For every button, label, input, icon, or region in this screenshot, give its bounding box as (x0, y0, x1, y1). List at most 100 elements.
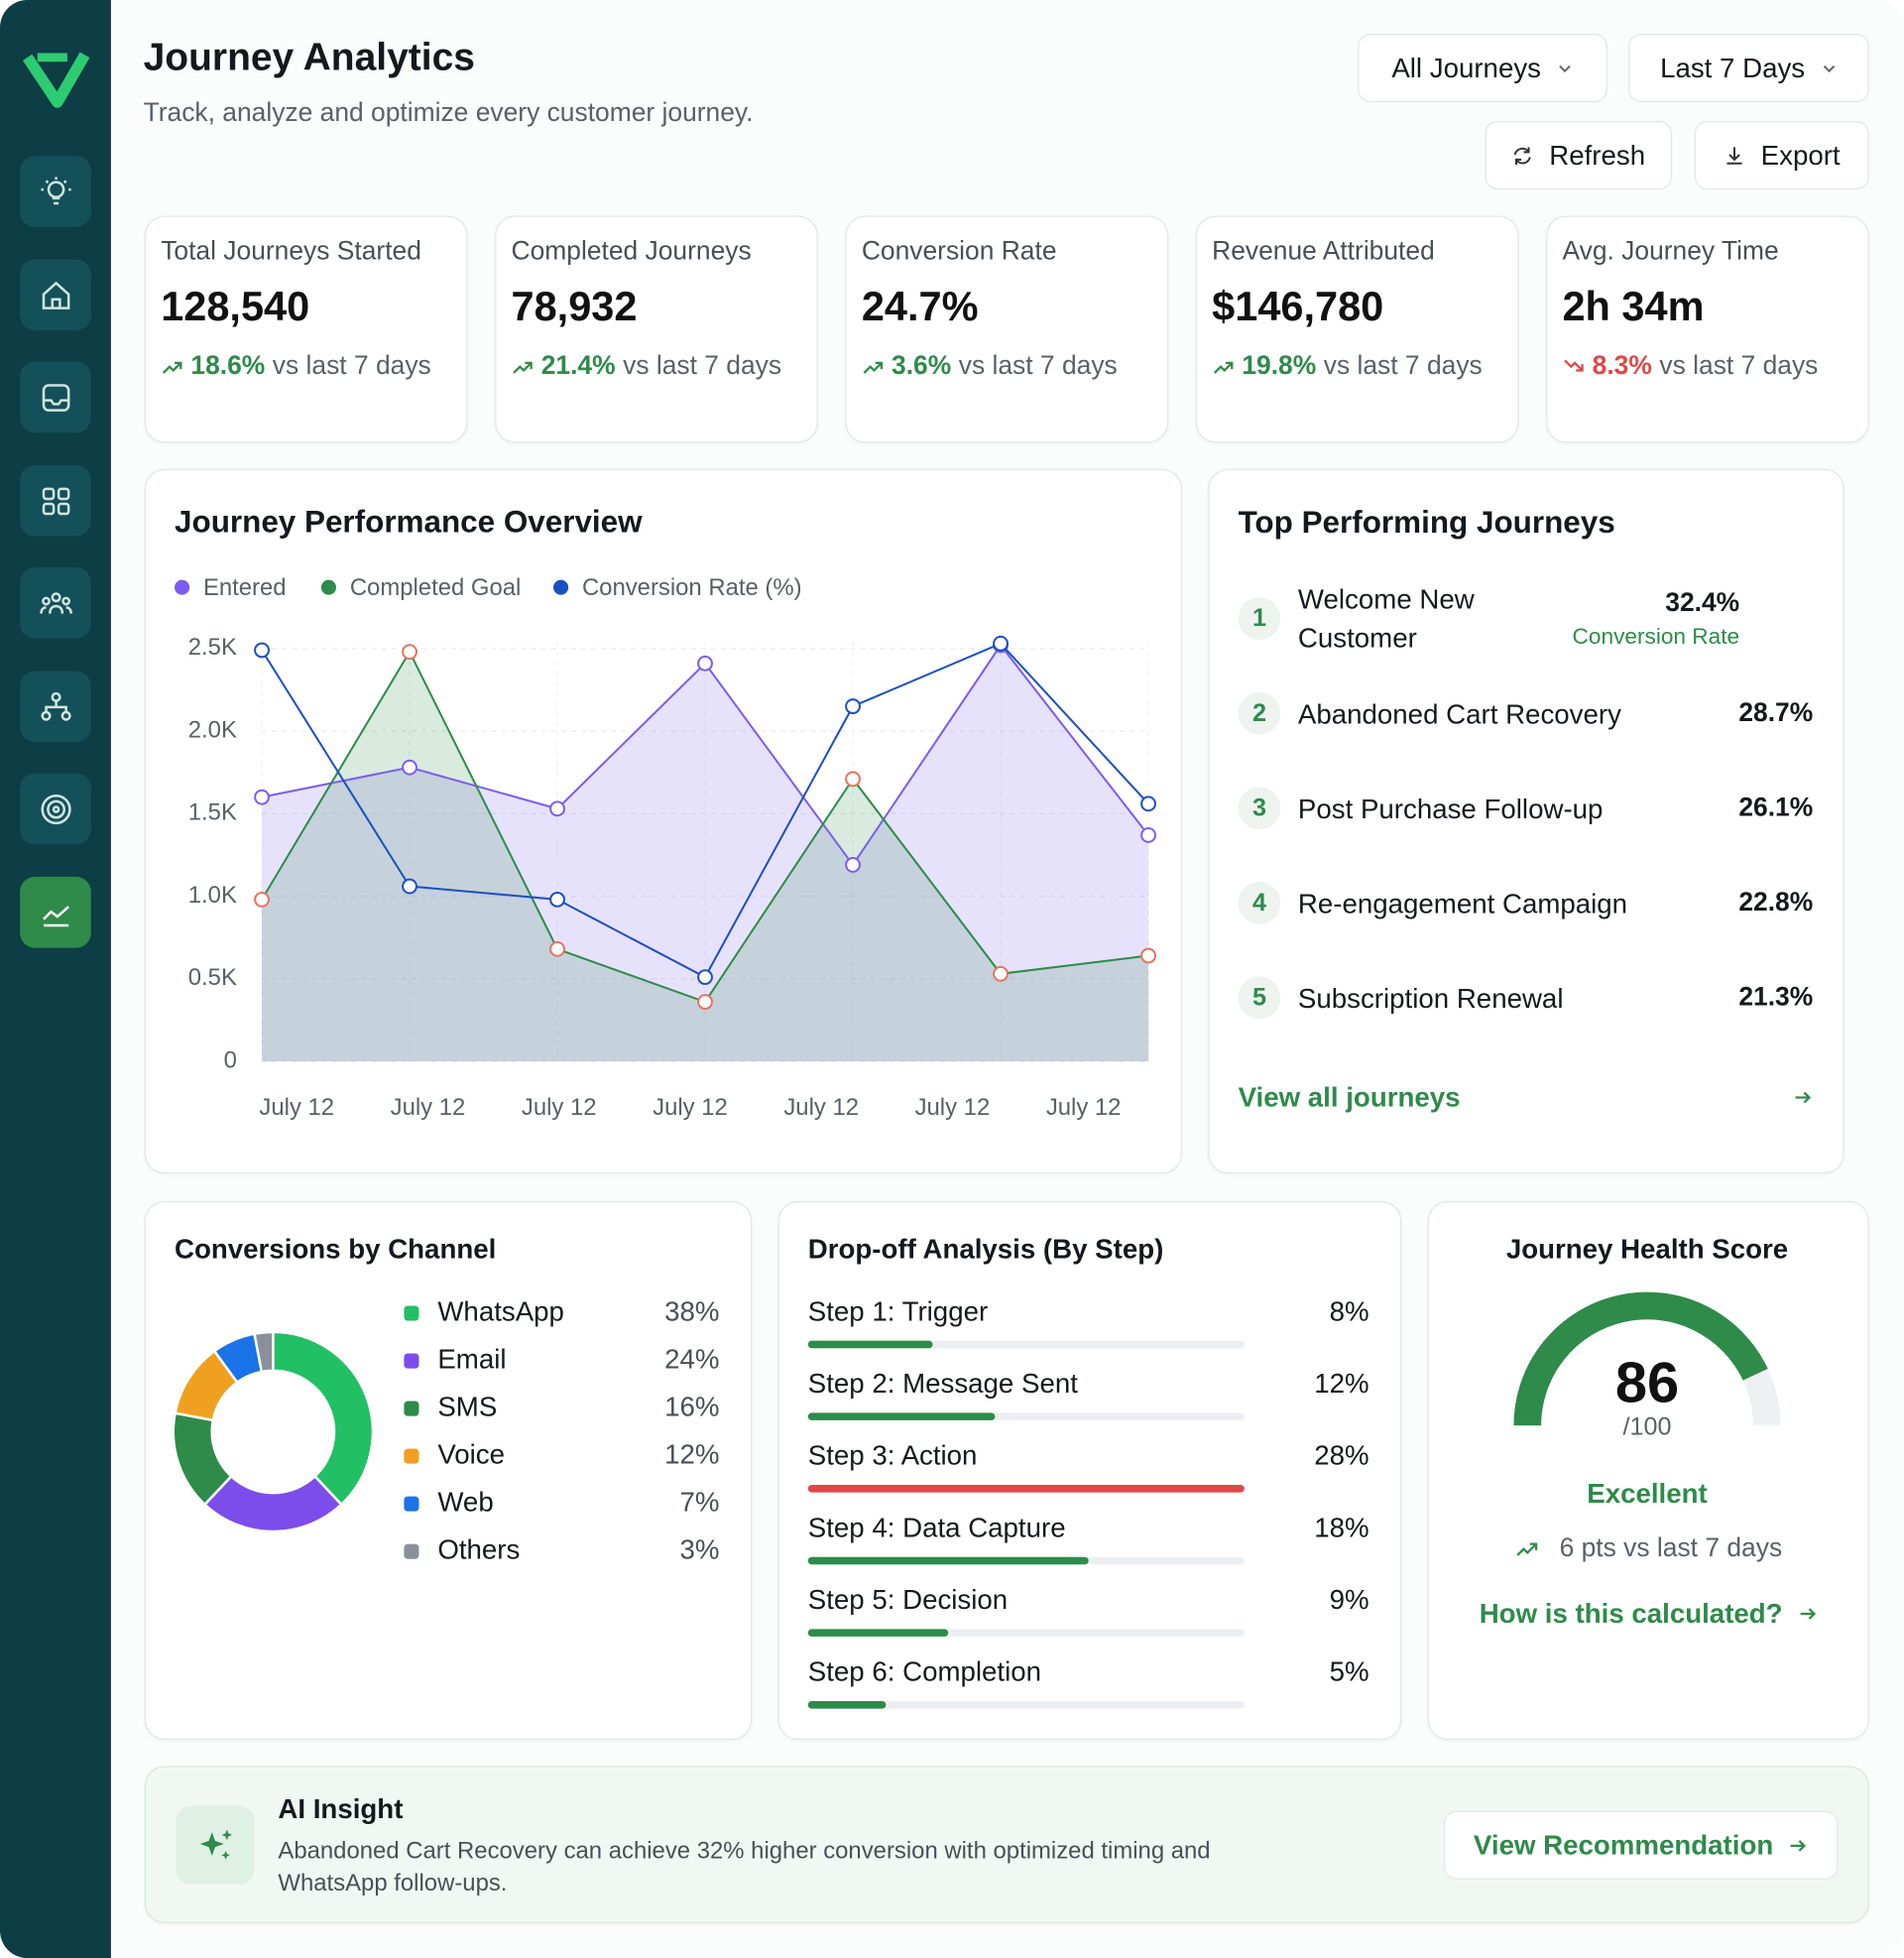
kpi-value: 78,932 (511, 283, 638, 329)
trend-icon (1213, 361, 1234, 374)
kpi-change-value: 8.3% (1592, 351, 1652, 381)
journey-filter[interactable]: All Journeys (1358, 33, 1607, 103)
journey-rate-box: 22.8% (1738, 888, 1813, 918)
logo (22, 52, 90, 108)
journey-name: Subscription Renewal (1297, 982, 1564, 1014)
journey-rate-box: 21.3% (1738, 983, 1813, 1013)
filter-label: All Journeys (1391, 52, 1542, 83)
nav-flows[interactable] (20, 671, 91, 743)
nav-apps[interactable] (20, 464, 91, 537)
kpi-value: 2h 34m (1562, 283, 1705, 329)
kpi-label: Total Journeys Started (161, 236, 421, 266)
kpi-value: 24.7% (861, 283, 979, 329)
kpi-label: Completed Journeys (511, 236, 752, 266)
link-label: How is this calculated? (1479, 1597, 1783, 1630)
journey-rate: 32.4% (1665, 587, 1740, 617)
journey-rank: 4 (1238, 881, 1281, 924)
journey-metric: Conversion Rate (1572, 623, 1740, 649)
kpi-comparison: vs last 7 days (1323, 351, 1483, 381)
trend-icon (1564, 359, 1584, 372)
trend-icon (863, 361, 884, 374)
journey-name: Abandoned Cart Recovery (1297, 697, 1621, 729)
kpi-card: Revenue Attributed $146,780 19.8% vs last 7… (1195, 215, 1519, 443)
journey-row: 3 Post Purchase Follow-up 26.1% (1238, 761, 1813, 856)
health-card (1427, 1200, 1869, 1741)
insight-card: AI Insight Abandoned Cart Recovery can a… (144, 1766, 1869, 1923)
kpi-card: Avg. Journey Time 2h 34m 8.3% vs last 7 day… (1546, 215, 1869, 443)
kpi-comparison: vs last 7 days (958, 351, 1118, 381)
journey-rate-box: 32.4% Conversion Rate (1573, 588, 1740, 650)
performance-card (144, 468, 1182, 1174)
kpi-card: Completed Journeys 78,932 21.4% vs last 7 d… (495, 215, 818, 443)
refresh-button[interactable]: Refresh (1485, 120, 1673, 190)
kpi-change: 8.3% vs last 7 days (1562, 347, 1852, 387)
journey-rate: 26.1% (1738, 793, 1814, 822)
journey-rate-box: 28.7% (1738, 698, 1813, 728)
journey-row: 2 Abandoned Cart Recovery 28.7% (1238, 666, 1813, 761)
date-filter[interactable]: Last 7 Days (1628, 33, 1869, 103)
view-all-link[interactable]: View all journeys (1239, 1081, 1814, 1114)
kpi-comparison: vs last 7 days (272, 351, 431, 381)
journey-rank: 5 (1238, 976, 1281, 1020)
export-button[interactable]: Export (1694, 120, 1869, 190)
kpi-comparison: vs last 7 days (1659, 351, 1819, 381)
kpi-change-value: 21.4% (540, 351, 616, 381)
journey-name: Re-engagement Campaign (1297, 887, 1628, 919)
kpi-change: 3.6% vs last 7 days (862, 347, 1152, 387)
insight-title: AI Insight (278, 1793, 404, 1825)
recommendation-button[interactable]: View Recommendation (1444, 1810, 1839, 1880)
nav-analytics[interactable] (20, 876, 91, 948)
kpi-change: 19.8% vs last 7 days (1212, 347, 1502, 387)
journey-row: 1 Welcome New Customer 32.4% Conversion Rat… (1238, 571, 1814, 667)
kpi-label: Avg. Journey Time (1562, 236, 1779, 266)
button-label: Export (1760, 139, 1841, 171)
card-title: Top Performing Journeys (1238, 505, 1615, 541)
kpi-label: Revenue Attributed (1212, 236, 1435, 266)
kpi-value: $146,780 (1212, 283, 1384, 329)
filter-label: Last 7 Days (1660, 52, 1806, 83)
change-text: 6 pts vs last 7 days (1559, 1533, 1783, 1563)
kpi-change: 18.6% vs last 7 days (161, 347, 451, 387)
trend-icon (513, 361, 533, 374)
kpi-change-value: 3.6% (892, 351, 952, 381)
journey-rank: 2 (1238, 691, 1281, 735)
kpi-change-value: 19.8% (1242, 351, 1317, 381)
health-link[interactable]: How is this calculated? (1428, 1598, 1869, 1631)
kpi-label: Conversion Rate (861, 236, 1057, 266)
journey-name: Welcome New Customer (1297, 583, 1475, 654)
kpi-change: 21.4% vs last 7 days (512, 347, 802, 387)
insight-icon (176, 1805, 255, 1885)
dropoff-card (777, 1200, 1402, 1741)
sidebar (0, 0, 111, 1958)
trend-icon (162, 361, 182, 374)
nav-audience[interactable] (20, 567, 91, 639)
channel-card (144, 1200, 753, 1741)
journey-rate-box: 26.1% (1738, 794, 1813, 823)
health-change: 6 pts vs last 7 days (1428, 1534, 1869, 1564)
top-journeys-card: Top Performing Journeys 1 Welcome New Cus… (1208, 468, 1844, 1174)
button-label: View Recommendation (1473, 1828, 1774, 1861)
journey-list: 1 Welcome New Customer 32.4% Conversion Rat… (1238, 571, 1814, 1045)
kpi-comparison: vs last 7 days (623, 351, 782, 381)
journey-name: Post Purchase Follow-up (1297, 793, 1604, 824)
nav-insights[interactable] (20, 156, 91, 227)
kpi-value: 128,540 (161, 283, 310, 329)
journey-rank: 1 (1238, 597, 1281, 641)
insight-text: Abandoned Cart Recovery can achieve 32% … (278, 1838, 1211, 1897)
kpi-change-value: 18.6% (190, 351, 266, 381)
kpi-card: Conversion Rate 24.7% 3.6% vs last 7 days (845, 215, 1169, 443)
page-title: Journey Analytics (143, 35, 475, 79)
journey-rate: 22.8% (1738, 888, 1814, 918)
nav-goals[interactable] (20, 773, 91, 845)
kpi-card: Total Journeys Started 128,540 18.6% vs las… (144, 215, 468, 443)
nav-home[interactable] (20, 259, 91, 331)
journey-rate: 21.3% (1738, 982, 1814, 1012)
link-label: View all journeys (1238, 1081, 1461, 1113)
page-subtitle: Track, analyze and optimize every custom… (143, 98, 754, 128)
nav-inbox[interactable] (20, 361, 91, 433)
journey-row: 5 Subscription Renewal 21.3% (1238, 950, 1813, 1045)
journey-rank: 3 (1238, 787, 1281, 830)
journey-rate: 28.7% (1738, 698, 1814, 728)
